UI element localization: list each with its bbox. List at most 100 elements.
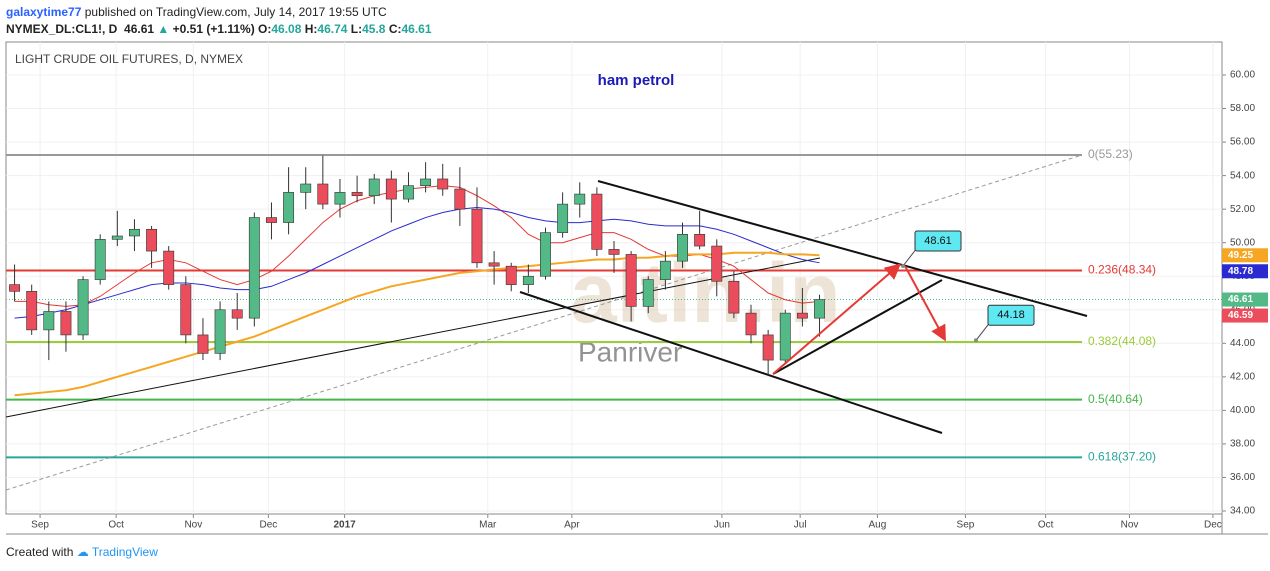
annotation: ham petrol — [598, 72, 675, 89]
callout-box — [914, 230, 962, 252]
callout-pointer — [975, 321, 991, 341]
channel-line — [597, 180, 1088, 317]
callout-label: 48.61 — [924, 235, 952, 247]
candle-body — [437, 178, 449, 190]
candle-body — [300, 183, 312, 193]
x-tick-label: Oct — [1038, 520, 1054, 531]
ohlc-item: L:45.8 — [351, 22, 389, 36]
brand[interactable]: TradingView — [91, 545, 158, 559]
candle-body — [625, 254, 637, 307]
price-tag — [1222, 264, 1268, 279]
candle-body — [214, 309, 226, 354]
callout-anchor — [974, 338, 978, 343]
candle-body — [129, 228, 140, 237]
publish-line: galaxytime77 published on TradingView.co… — [6, 5, 387, 19]
x-tick-label: 2017 — [333, 520, 356, 531]
change-arrow: ▲ — [157, 22, 170, 36]
candle-body — [111, 235, 123, 240]
ohlc-value: 46.08 — [271, 22, 302, 36]
x-tick-label: Nov — [184, 520, 202, 531]
y-tick-label: 44.00 — [1230, 338, 1255, 349]
price-tag — [1222, 248, 1268, 263]
candle-body — [9, 284, 21, 292]
candle-body — [659, 260, 671, 280]
x-tick-label: Apr — [564, 520, 580, 531]
footer: Created with ☁ TradingView — [6, 545, 158, 559]
candle-body — [711, 245, 723, 282]
price-tag — [1222, 292, 1268, 307]
fib-label: 0.5(40.64) — [1088, 392, 1143, 406]
last-price: 46.61 — [124, 22, 155, 36]
candle-body — [60, 311, 72, 336]
y-tick-label: 34.00 — [1230, 506, 1255, 517]
footer-text: Created with — [6, 545, 74, 559]
candle-body — [814, 299, 825, 319]
candle-body — [248, 217, 260, 319]
callout-pointer — [902, 247, 918, 267]
y-tick-label: 40.00 — [1230, 405, 1255, 416]
x-tick-label: Mar — [479, 520, 497, 531]
x-tick-label: Aug — [869, 520, 887, 531]
candle-body — [420, 178, 432, 186]
author[interactable]: galaxytime77 — [6, 5, 82, 19]
candle-body — [180, 284, 192, 336]
callout-box — [987, 304, 1035, 326]
ohlc: O:46.08 H:46.74 L:45.8 C:46.61 — [258, 22, 432, 36]
y-tick-label: 36.00 — [1230, 472, 1255, 483]
x-tick-label: Sep — [31, 520, 49, 531]
x-tick-label: Oct — [108, 520, 124, 531]
plot-frame — [5, 41, 1223, 515]
callout-anchor — [901, 264, 905, 269]
candle-body — [505, 265, 517, 285]
x-tick-label: Dec — [1204, 520, 1222, 531]
price-tag-label: 49.25 — [1228, 250, 1253, 261]
price-tag-label: 48.78 — [1228, 266, 1253, 277]
ohlc-item: C:46.61 — [389, 22, 432, 36]
price-tag-label: 46.61 — [1228, 294, 1253, 305]
trend-line — [5, 257, 821, 418]
ohlc-value: 46.74 — [317, 22, 348, 36]
moving-average — [14, 206, 820, 319]
ohlc-item: H:46.74 — [305, 22, 351, 36]
candle-body — [694, 234, 706, 247]
candle-body — [608, 249, 620, 255]
change: +0.51 (+1.11%) — [172, 22, 255, 36]
y-tick-label: 58.00 — [1230, 103, 1255, 114]
candle-body — [77, 279, 89, 336]
candle-body — [197, 334, 209, 354]
candle-body — [522, 275, 534, 285]
candle-body — [317, 183, 329, 205]
candle-body — [642, 279, 654, 307]
price-tag-label: 46.59 — [1228, 310, 1253, 321]
candle-body — [728, 280, 740, 314]
trend-line — [5, 154, 1083, 491]
brand-icon: ☁ — [76, 545, 89, 559]
publish-info: published on TradingView.com, July 14, 2… — [81, 5, 387, 19]
candle-body — [762, 334, 774, 361]
candle-body — [26, 291, 38, 331]
candle-body — [454, 188, 466, 210]
ohlc-label: O: — [258, 22, 272, 36]
wedge-line — [772, 279, 943, 375]
fib-label: 0.618(37.20) — [1088, 450, 1156, 464]
y-tick-label: 54.00 — [1230, 170, 1255, 181]
candle-body — [146, 228, 158, 252]
x-tick-label: Sep — [957, 520, 975, 531]
y-tick-label: 60.00 — [1230, 70, 1255, 81]
candle-body — [334, 192, 346, 205]
candle-body — [385, 178, 397, 200]
fib-label: 0.236(48.34) — [1088, 263, 1156, 277]
candle-body — [745, 312, 757, 336]
price-tag — [1222, 308, 1268, 323]
ohlc-item: O:46.08 — [258, 22, 305, 36]
candle-body — [557, 203, 569, 233]
candle-body — [488, 262, 500, 267]
ohlc-value: 45.8 — [362, 22, 386, 36]
candle-body — [471, 208, 483, 264]
fib-label: 0(55.23) — [1088, 147, 1133, 161]
ohlc-label: H: — [304, 22, 318, 36]
ohlc-label: L: — [350, 22, 363, 36]
y-tick-label: 56.00 — [1230, 137, 1255, 148]
symbol-line: NYMEX_DL:CL1!, D 46.61 ▲ +0.51 (+1.11%) … — [6, 22, 432, 36]
